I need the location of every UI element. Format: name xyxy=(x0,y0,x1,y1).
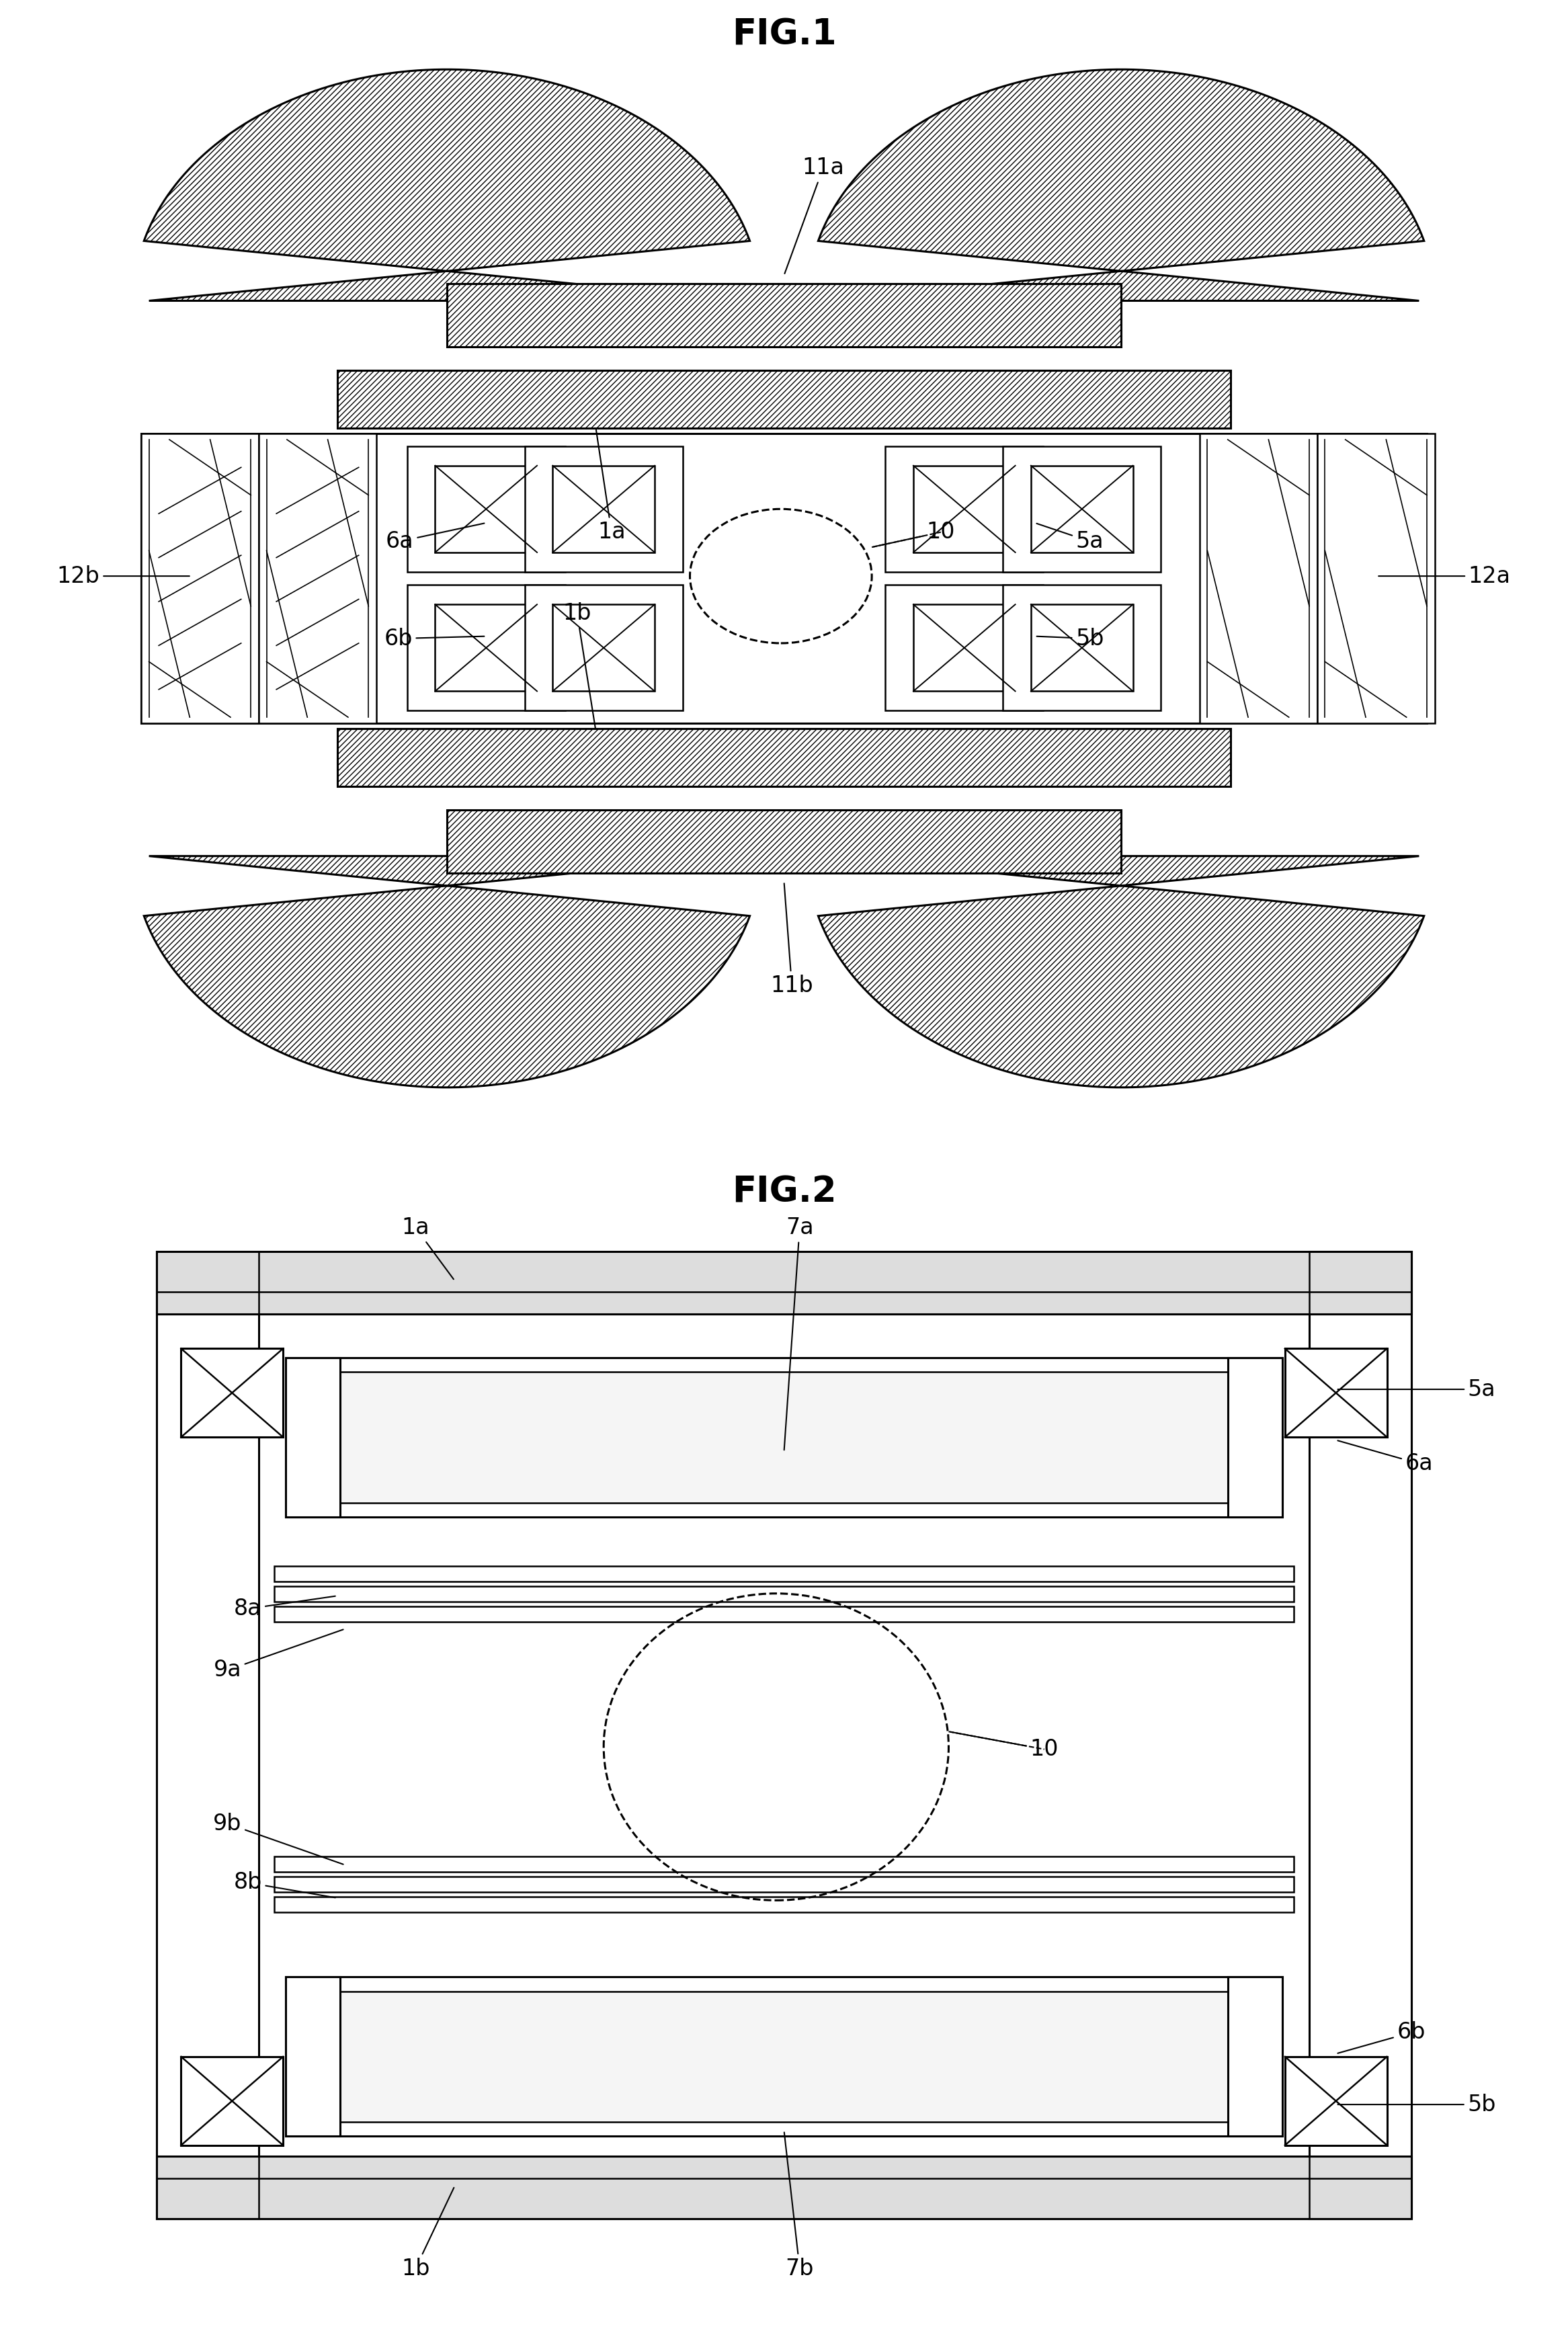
Bar xyxy=(274,1566,1294,1582)
Text: 8b: 8b xyxy=(234,1872,336,1898)
Text: 10: 10 xyxy=(873,521,955,547)
Bar xyxy=(913,465,1016,552)
Bar xyxy=(554,605,655,692)
Bar xyxy=(434,465,536,552)
Bar xyxy=(886,446,1043,573)
Bar xyxy=(259,435,376,722)
Text: 1a: 1a xyxy=(401,1218,453,1278)
Bar xyxy=(180,1348,282,1437)
Bar xyxy=(1200,435,1317,722)
Bar xyxy=(434,605,536,692)
Bar xyxy=(1032,465,1132,552)
Bar xyxy=(447,811,1121,874)
Text: 6b: 6b xyxy=(384,626,485,650)
Bar xyxy=(285,1977,1283,2136)
Bar xyxy=(304,1991,1264,2122)
Bar xyxy=(447,283,1121,348)
Text: 9a: 9a xyxy=(213,1629,343,1680)
Text: 1b: 1b xyxy=(563,603,596,729)
Bar xyxy=(337,729,1231,788)
Text: 5a: 5a xyxy=(1338,1379,1496,1400)
Bar xyxy=(525,584,682,710)
Bar xyxy=(304,1372,1264,1503)
Bar xyxy=(274,1606,1294,1622)
Text: 10: 10 xyxy=(950,1732,1058,1760)
Text: 5a: 5a xyxy=(1036,523,1104,552)
Bar xyxy=(886,584,1043,710)
Text: FIG.2: FIG.2 xyxy=(732,1176,836,1211)
Bar xyxy=(157,1250,1411,1313)
Text: 5b: 5b xyxy=(1338,2094,1496,2115)
Bar xyxy=(1004,446,1160,573)
Bar xyxy=(408,584,564,710)
Bar xyxy=(1228,1358,1283,1517)
Bar xyxy=(1317,435,1435,722)
Text: 11b: 11b xyxy=(770,883,814,996)
Bar xyxy=(285,1977,340,2136)
Text: 8a: 8a xyxy=(234,1596,336,1620)
Bar xyxy=(408,446,564,573)
Text: 12a: 12a xyxy=(1378,566,1512,587)
Polygon shape xyxy=(818,70,1424,301)
Bar xyxy=(157,2157,1411,2220)
Text: 9b: 9b xyxy=(213,1814,343,1865)
Text: 11a: 11a xyxy=(784,157,844,273)
Bar xyxy=(274,1898,1294,1912)
Bar xyxy=(1309,1250,1411,2220)
Bar xyxy=(141,435,259,722)
Bar xyxy=(274,1877,1294,1893)
Text: 7a: 7a xyxy=(784,1218,814,1449)
Bar xyxy=(285,1358,340,1517)
Text: 7b: 7b xyxy=(784,2131,814,2279)
Bar xyxy=(1228,1977,1283,2136)
Bar xyxy=(1032,605,1132,692)
Polygon shape xyxy=(144,855,750,1087)
Text: 6a: 6a xyxy=(386,523,485,552)
Bar xyxy=(554,465,655,552)
Text: 1a: 1a xyxy=(596,430,626,542)
Bar xyxy=(1284,1348,1388,1437)
Bar xyxy=(1284,2057,1388,2145)
Text: 6b: 6b xyxy=(1338,2022,1425,2054)
Bar xyxy=(157,1250,259,2220)
Text: FIG.1: FIG.1 xyxy=(732,16,836,51)
Text: 5b: 5b xyxy=(1036,626,1104,650)
Text: 1b: 1b xyxy=(401,2187,453,2279)
Bar xyxy=(285,1358,1283,1517)
Text: 12b: 12b xyxy=(56,566,190,587)
Bar xyxy=(1004,584,1160,710)
Bar xyxy=(141,435,1427,722)
Bar xyxy=(913,605,1016,692)
Bar xyxy=(180,2057,282,2145)
Bar xyxy=(525,446,682,573)
Bar xyxy=(274,1587,1294,1601)
Polygon shape xyxy=(144,70,750,301)
Bar xyxy=(337,369,1231,428)
Polygon shape xyxy=(818,855,1424,1087)
Bar xyxy=(274,1856,1294,1872)
Text: 6a: 6a xyxy=(1338,1440,1433,1475)
Bar xyxy=(157,1250,1411,2220)
